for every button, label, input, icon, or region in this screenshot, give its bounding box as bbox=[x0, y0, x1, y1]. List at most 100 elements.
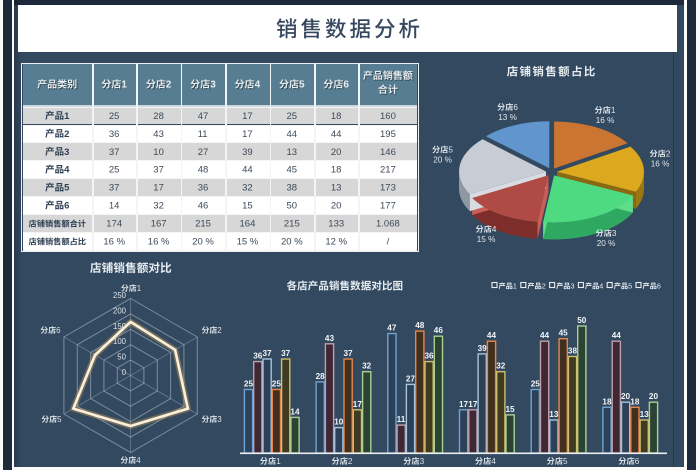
svg-text:11: 11 bbox=[198, 129, 208, 140]
svg-text:2: 2 bbox=[348, 457, 353, 466]
svg-text:18: 18 bbox=[331, 111, 342, 122]
svg-text:44: 44 bbox=[540, 331, 550, 340]
svg-text:25: 25 bbox=[272, 380, 282, 389]
svg-text:4: 4 bbox=[136, 456, 141, 465]
svg-text:50: 50 bbox=[287, 201, 298, 212]
svg-text:3: 3 bbox=[64, 147, 69, 158]
svg-text:46: 46 bbox=[198, 201, 209, 212]
svg-text:11: 11 bbox=[397, 415, 406, 424]
svg-text:17: 17 bbox=[468, 400, 478, 409]
svg-text:6: 6 bbox=[513, 103, 518, 112]
svg-text:3: 3 bbox=[612, 229, 617, 238]
svg-text:14: 14 bbox=[109, 201, 120, 212]
svg-text:10: 10 bbox=[334, 418, 344, 427]
svg-text:27: 27 bbox=[406, 374, 416, 383]
svg-text:133: 133 bbox=[328, 219, 344, 230]
svg-text:18: 18 bbox=[331, 165, 342, 176]
svg-text:5: 5 bbox=[628, 282, 632, 291]
svg-text:37: 37 bbox=[109, 183, 120, 194]
svg-text:32: 32 bbox=[496, 362, 506, 371]
svg-text:32: 32 bbox=[362, 362, 372, 371]
svg-text:15: 15 bbox=[506, 405, 516, 414]
svg-text:15: 15 bbox=[242, 201, 253, 212]
svg-text:39: 39 bbox=[478, 344, 488, 353]
svg-text:17: 17 bbox=[242, 129, 253, 140]
svg-text:5: 5 bbox=[57, 415, 62, 424]
svg-text:4: 4 bbox=[64, 165, 70, 176]
svg-text:13 %: 13 % bbox=[498, 113, 517, 122]
svg-text:177: 177 bbox=[380, 201, 396, 212]
svg-text:37: 37 bbox=[263, 349, 273, 358]
svg-text:16 %: 16 % bbox=[596, 116, 615, 125]
svg-text:17: 17 bbox=[242, 111, 253, 122]
svg-text:10: 10 bbox=[153, 147, 164, 158]
svg-text:17: 17 bbox=[459, 400, 469, 409]
svg-text:1: 1 bbox=[121, 80, 127, 91]
svg-text:45: 45 bbox=[287, 165, 298, 176]
svg-text:215: 215 bbox=[195, 219, 211, 230]
svg-text:46: 46 bbox=[434, 326, 444, 335]
svg-text:47: 47 bbox=[387, 324, 397, 333]
svg-text:6: 6 bbox=[657, 282, 661, 291]
svg-text:160: 160 bbox=[380, 111, 396, 122]
svg-text:44: 44 bbox=[487, 331, 497, 340]
svg-text:36: 36 bbox=[198, 183, 209, 194]
svg-text:1: 1 bbox=[276, 457, 281, 466]
svg-text:13: 13 bbox=[640, 410, 650, 419]
svg-text:146: 146 bbox=[380, 147, 396, 158]
svg-text:2: 2 bbox=[166, 80, 172, 91]
svg-text:15 %: 15 % bbox=[237, 237, 259, 248]
svg-text:20: 20 bbox=[331, 201, 342, 212]
svg-text:16 %: 16 % bbox=[148, 237, 170, 248]
svg-text:45: 45 bbox=[559, 329, 569, 338]
svg-text:174: 174 bbox=[106, 219, 122, 230]
svg-text:2: 2 bbox=[666, 150, 671, 159]
svg-text:1: 1 bbox=[611, 106, 616, 115]
svg-text:15 %: 15 % bbox=[477, 235, 496, 244]
svg-text:39: 39 bbox=[242, 147, 253, 158]
svg-text:44: 44 bbox=[331, 129, 342, 140]
svg-text:164: 164 bbox=[240, 219, 256, 230]
svg-text:20 %: 20 % bbox=[192, 237, 214, 248]
svg-text:5: 5 bbox=[563, 457, 568, 466]
svg-text:20: 20 bbox=[649, 392, 659, 401]
svg-text:14: 14 bbox=[290, 407, 300, 416]
svg-text:37: 37 bbox=[281, 349, 291, 358]
svg-text:1.068: 1.068 bbox=[376, 219, 400, 230]
svg-text:25: 25 bbox=[109, 111, 120, 122]
svg-text:20: 20 bbox=[621, 392, 631, 401]
svg-text:37: 37 bbox=[153, 165, 164, 176]
svg-text:6: 6 bbox=[56, 326, 61, 335]
svg-text:25: 25 bbox=[244, 380, 254, 389]
svg-text:5: 5 bbox=[448, 146, 453, 155]
svg-text:3: 3 bbox=[571, 282, 575, 291]
svg-text:167: 167 bbox=[151, 219, 167, 230]
svg-text:44: 44 bbox=[287, 129, 298, 140]
svg-text:25: 25 bbox=[109, 165, 120, 176]
svg-text:48: 48 bbox=[415, 321, 425, 330]
svg-text:27: 27 bbox=[198, 147, 209, 158]
svg-text:1: 1 bbox=[137, 284, 141, 293]
svg-text:3: 3 bbox=[210, 80, 216, 91]
svg-text:6: 6 bbox=[635, 457, 640, 466]
svg-text:2: 2 bbox=[64, 129, 69, 140]
svg-text:215: 215 bbox=[284, 219, 300, 230]
svg-text:3: 3 bbox=[420, 457, 425, 466]
svg-text:47: 47 bbox=[198, 111, 209, 122]
svg-text:18: 18 bbox=[630, 397, 640, 406]
svg-text:173: 173 bbox=[380, 183, 396, 194]
svg-text:38: 38 bbox=[287, 183, 298, 194]
svg-text:6: 6 bbox=[343, 80, 349, 91]
svg-text:195: 195 bbox=[380, 129, 396, 140]
svg-text:0: 0 bbox=[122, 368, 127, 377]
svg-text:43: 43 bbox=[325, 334, 335, 343]
svg-text:217: 217 bbox=[380, 165, 396, 176]
svg-text:36: 36 bbox=[109, 129, 120, 140]
svg-text:36: 36 bbox=[253, 352, 263, 361]
svg-text:50: 50 bbox=[577, 316, 587, 325]
svg-text:28: 28 bbox=[153, 111, 164, 122]
svg-text:20 %: 20 % bbox=[597, 239, 616, 248]
svg-text:28: 28 bbox=[316, 372, 326, 381]
svg-text:1: 1 bbox=[513, 282, 517, 291]
svg-text:2: 2 bbox=[217, 326, 221, 335]
